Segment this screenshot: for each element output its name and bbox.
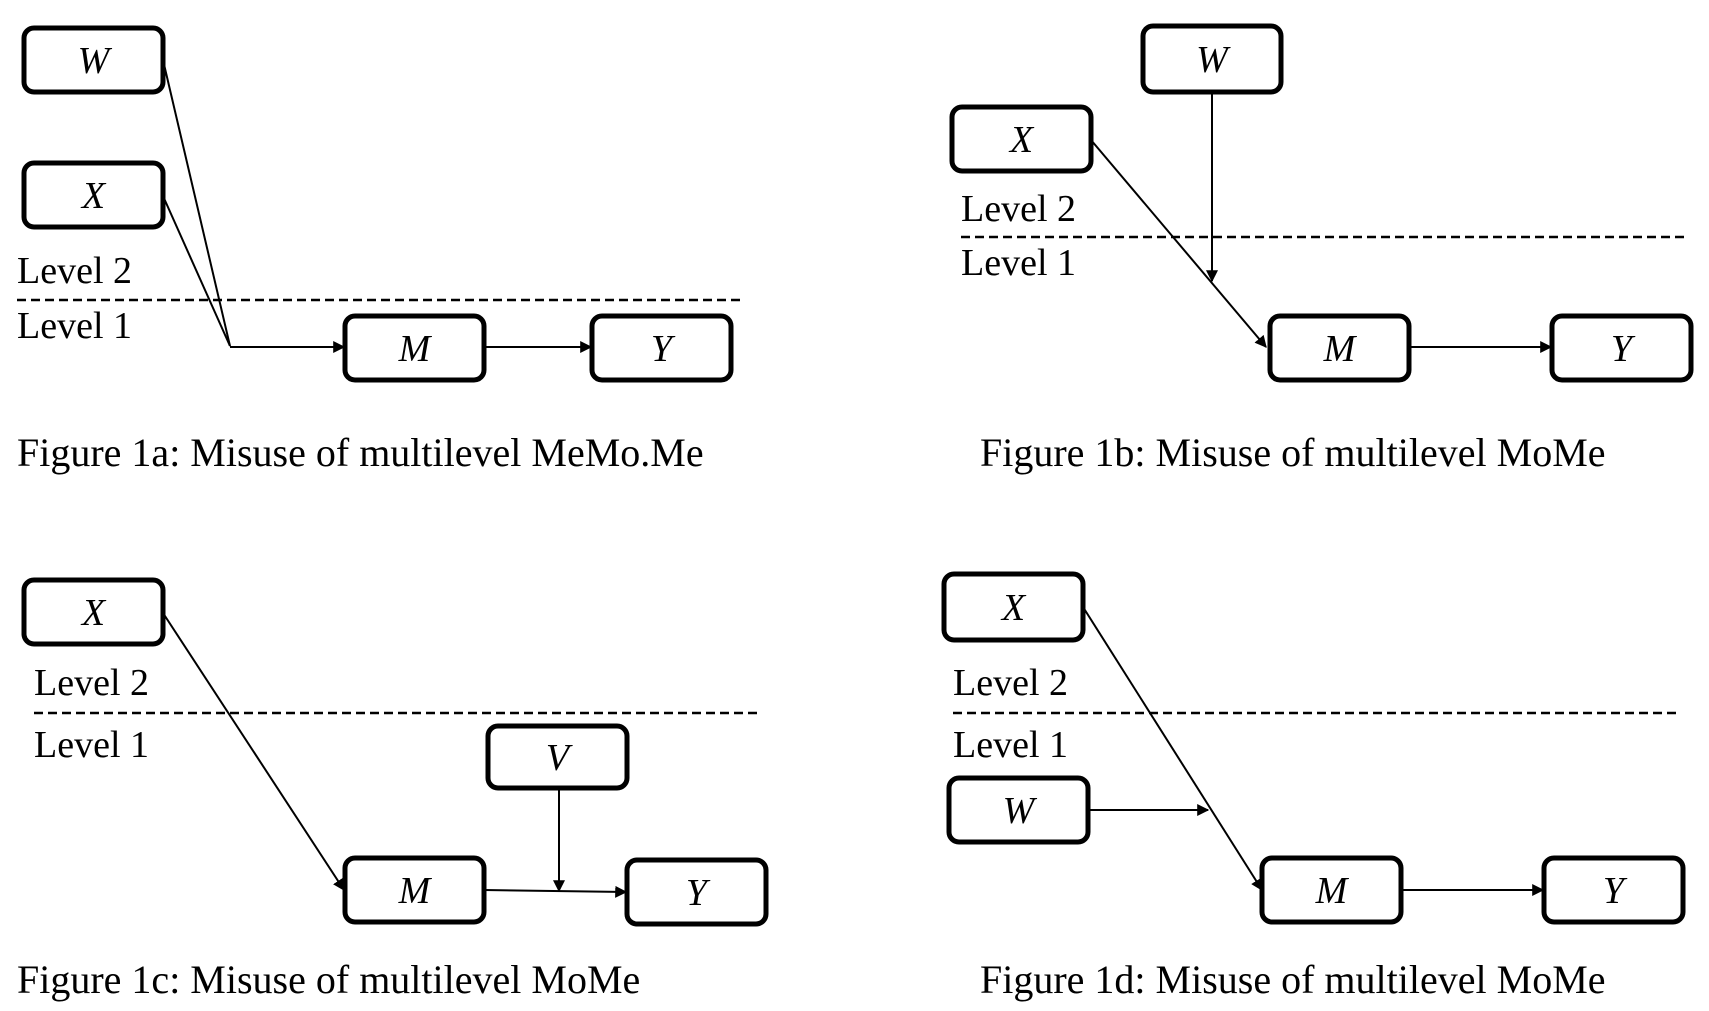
node-m-label: M bbox=[1323, 328, 1358, 370]
panel-1a: Level 2 Level 1 W X M Y Figure 1a: Misus… bbox=[17, 25, 745, 475]
level-2-label: Level 2 bbox=[953, 662, 1068, 704]
node-y: Y bbox=[1541, 855, 1686, 925]
node-m: M bbox=[1259, 855, 1404, 925]
node-y-label: Y bbox=[686, 872, 711, 914]
edge-x-to-junction bbox=[162, 195, 231, 347]
node-m: M bbox=[1267, 313, 1412, 383]
level-1-label: Level 1 bbox=[34, 724, 149, 766]
node-y: Y bbox=[589, 313, 734, 383]
node-y: Y bbox=[1549, 313, 1694, 383]
node-w-label: W bbox=[78, 40, 113, 82]
level-1-label: Level 1 bbox=[953, 724, 1068, 766]
node-m: M bbox=[342, 855, 487, 925]
panel-1b: Level 2 Level 1 W X M Y Figure 1b: Misus… bbox=[949, 23, 1694, 475]
node-v: V bbox=[485, 723, 630, 791]
edge-w-to-junction bbox=[162, 59, 231, 347]
node-x: X bbox=[21, 577, 166, 647]
node-m-label: M bbox=[1315, 870, 1350, 912]
figure-caption: Figure 1c: Misuse of multilevel MoMe bbox=[17, 957, 640, 1002]
node-x-label: X bbox=[80, 592, 107, 634]
node-y-label: Y bbox=[1611, 328, 1636, 370]
node-m: M bbox=[342, 313, 487, 383]
edge-m-to-y bbox=[483, 885, 628, 898]
node-w-label: W bbox=[1196, 39, 1231, 81]
level-1-label: Level 1 bbox=[17, 305, 132, 347]
node-m-label: M bbox=[398, 328, 433, 370]
level-2-label: Level 2 bbox=[17, 250, 132, 292]
node-w: W bbox=[1140, 23, 1284, 95]
figure-caption: Figure 1a: Misuse of multilevel MeMo.Me bbox=[17, 430, 704, 475]
node-x: X bbox=[941, 571, 1086, 643]
node-x-label: X bbox=[1000, 587, 1027, 629]
level-2-label: Level 2 bbox=[961, 188, 1076, 230]
level-1-label: Level 1 bbox=[961, 242, 1076, 284]
level-2-label: Level 2 bbox=[34, 662, 149, 704]
edge-x-to-m bbox=[1082, 606, 1263, 892]
node-x-label: X bbox=[1008, 119, 1035, 161]
node-y: Y bbox=[624, 857, 769, 927]
node-x-label: X bbox=[80, 175, 107, 217]
node-w: W bbox=[946, 775, 1091, 845]
panel-1d: Level 2 Level 1 X W M Y Figure 1d: Misus… bbox=[941, 571, 1686, 1002]
node-x: X bbox=[21, 160, 166, 230]
node-y-label: Y bbox=[651, 328, 676, 370]
panel-1c: Level 2 Level 1 X V M Y Figure 1c: Misus… bbox=[17, 577, 769, 1002]
node-w: W bbox=[21, 25, 166, 95]
figure-caption: Figure 1b: Misuse of multilevel MoMe bbox=[980, 430, 1606, 475]
figure-caption: Figure 1d: Misuse of multilevel MoMe bbox=[980, 957, 1606, 1002]
edge-x-to-m bbox=[1090, 139, 1267, 348]
node-w-label: W bbox=[1003, 790, 1038, 832]
node-v-label: V bbox=[546, 737, 573, 779]
node-x: X bbox=[949, 104, 1094, 174]
node-y-label: Y bbox=[1603, 870, 1628, 912]
edge-x-to-m bbox=[162, 612, 345, 892]
node-m-label: M bbox=[398, 870, 433, 912]
